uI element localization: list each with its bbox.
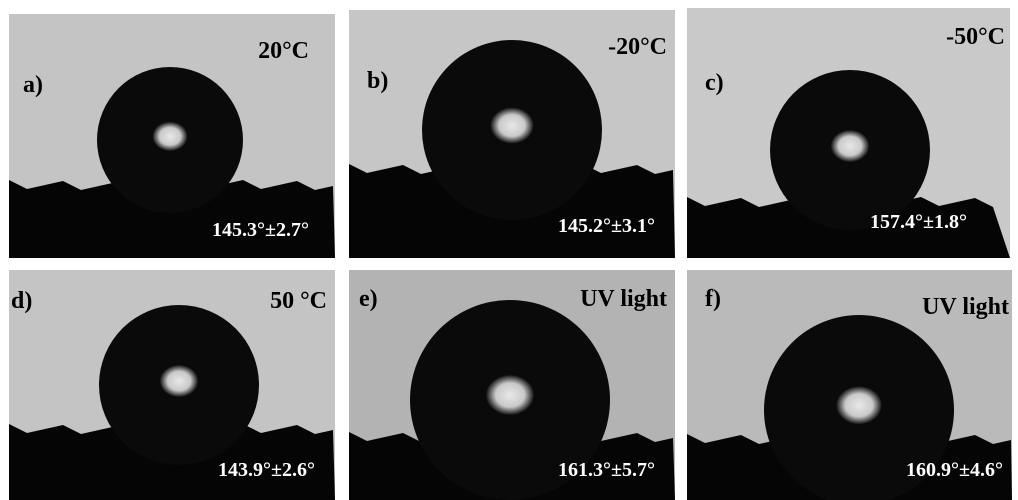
- panel-label: d): [11, 288, 32, 314]
- droplet-highlight: [486, 375, 534, 415]
- contact-angle: 145.2°±3.1°: [558, 215, 655, 237]
- panel: c) -50°C 157.4°±1.8°: [687, 8, 1010, 258]
- droplet-highlight: [831, 130, 869, 162]
- droplet-highlight: [152, 122, 187, 151]
- panel: f) UV light 160.9°±4.6°: [687, 270, 1012, 500]
- panel: e) UV light 161.3°±5.7°: [349, 270, 675, 500]
- panel-label: f): [705, 286, 721, 312]
- contact-angle: 160.9°±4.6°: [906, 459, 1003, 481]
- panel: d) 50 °C 143.9°±2.6°: [9, 270, 335, 500]
- panel-label: a): [23, 72, 43, 98]
- panel: b) -20°C 145.2°±3.1°: [349, 10, 675, 258]
- condition-label: 20°C: [258, 38, 309, 64]
- condition-label: -20°C: [608, 34, 667, 60]
- droplet-highlight: [490, 108, 533, 144]
- droplet-highlight: [836, 386, 882, 424]
- condition-label: 50 °C: [270, 288, 327, 314]
- condition-label: -50°C: [946, 24, 1005, 50]
- panel-label: b): [367, 68, 388, 94]
- figure: a) 20°C 145.3°±2.7° b) -20°C 145.2°±3.1° c) -50…: [0, 0, 1018, 500]
- panel-label: c): [705, 70, 724, 96]
- contact-angle: 143.9°±2.6°: [218, 459, 315, 481]
- panel: a) 20°C 145.3°±2.7°: [9, 14, 335, 258]
- condition-label: UV light: [580, 286, 667, 312]
- panel-label: e): [359, 286, 378, 312]
- contact-angle: 145.3°±2.7°: [212, 219, 309, 241]
- contact-angle: 157.4°±1.8°: [870, 211, 967, 233]
- droplet-highlight: [160, 365, 198, 397]
- contact-angle: 161.3°±5.7°: [558, 459, 655, 481]
- condition-label: UV light: [922, 294, 1009, 320]
